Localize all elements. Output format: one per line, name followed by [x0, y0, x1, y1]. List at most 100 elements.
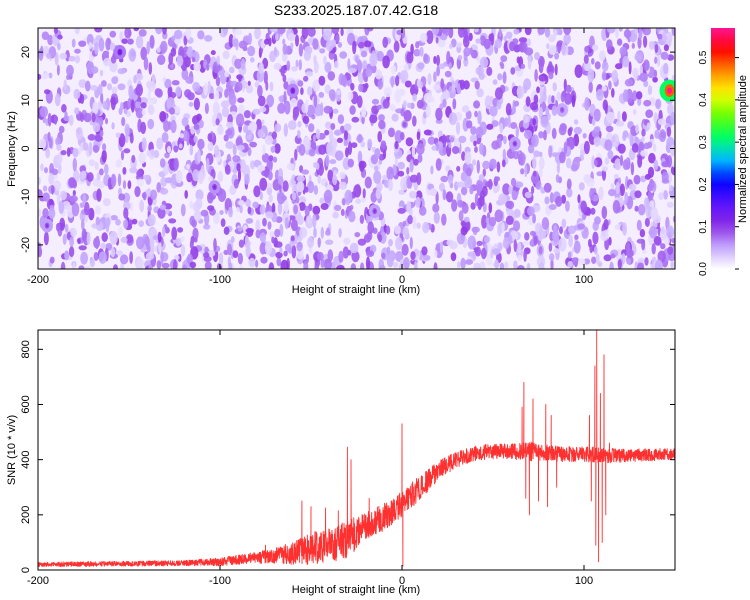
heatmap-cell — [554, 63, 558, 76]
colorbar-tick-label: 0.5 — [698, 50, 709, 64]
heatmap-cell — [124, 134, 129, 144]
heatmap-cell — [245, 198, 252, 207]
heatmap-cell — [255, 118, 262, 131]
heatmap-cell — [526, 38, 532, 46]
heatmap-cell — [286, 163, 295, 171]
heatmap-cell — [348, 67, 357, 74]
heatmap-cell — [323, 30, 332, 41]
heatmap-cell — [239, 204, 243, 214]
heatmap-cell — [593, 108, 601, 122]
heatmap-cell — [305, 71, 314, 77]
heatmap-cell — [175, 237, 182, 247]
heatmap-cell — [226, 121, 234, 128]
heatmap-cell — [647, 166, 655, 178]
heatmap-cell — [452, 98, 457, 110]
heatmap-cell — [474, 80, 480, 90]
heatmap-cell — [102, 100, 108, 110]
heatmap-cell — [463, 47, 472, 57]
heatmap-cell — [378, 114, 385, 122]
heatmap-cell — [413, 158, 419, 166]
heatmap-peak-center — [213, 185, 216, 189]
heatmap-cell — [296, 181, 305, 193]
heatmap-cell — [616, 38, 623, 46]
heatmap-cell — [644, 197, 650, 210]
heatmap-cell — [85, 80, 91, 92]
heatmap-cell — [450, 136, 455, 143]
heatmap-cell — [388, 178, 393, 192]
heatmap-cell — [573, 119, 579, 125]
heatmap-cell — [507, 114, 511, 128]
heatmap-cell — [413, 260, 418, 269]
heatmap-cell — [347, 91, 354, 101]
heatmap-cell — [271, 236, 275, 244]
heatmap-cell — [105, 218, 110, 233]
heatmap-cell — [110, 247, 116, 258]
heatmap-cell — [282, 180, 289, 192]
heatmap-cell — [606, 39, 613, 50]
heatmap-cell — [593, 126, 601, 133]
heatmap-cell — [394, 140, 399, 150]
heatmap-cell — [642, 28, 651, 36]
heatmap-cell — [123, 148, 131, 154]
heatmap-cell — [58, 125, 65, 134]
heatmap-cell — [225, 141, 234, 150]
heatmap-cell — [232, 155, 241, 163]
heatmap-cell — [458, 135, 467, 144]
heatmap-cell — [261, 119, 265, 125]
heatmap-cell — [482, 168, 486, 177]
heatmap-cell — [186, 163, 191, 170]
heatmap-cell — [100, 242, 107, 250]
heatmap-cell — [120, 150, 125, 161]
heatmap-cell — [207, 250, 216, 257]
heatmap-cell — [365, 68, 373, 77]
heatmap-cell — [153, 234, 158, 241]
heatmap-cell — [416, 222, 421, 229]
heatmap-cell — [327, 249, 334, 262]
heatmap-cell — [173, 145, 179, 153]
heatmap-cell — [433, 211, 440, 224]
heatmap-cell — [288, 120, 297, 130]
heatmap-cell — [482, 160, 490, 170]
heatmap-cell — [633, 109, 637, 115]
heatmap-cell — [80, 251, 88, 265]
heatmap-cell — [390, 65, 397, 75]
heatmap-cell — [548, 145, 553, 158]
heatmap-cell — [143, 174, 150, 181]
heatmap-cell — [364, 176, 372, 189]
heatmap-cell — [268, 155, 274, 162]
heatmap-cell — [262, 217, 267, 227]
heatmap-cell — [91, 112, 96, 123]
x-tick-label: 0 — [399, 575, 405, 587]
heatmap-cell — [457, 199, 464, 208]
heatmap-cell — [98, 37, 105, 52]
heatmap-cell — [99, 130, 104, 137]
heatmap-cell — [74, 28, 80, 35]
heatmap-cell — [91, 223, 98, 229]
heatmap-cell — [48, 173, 55, 185]
heatmap-cell — [270, 145, 276, 153]
heatmap-cell — [204, 102, 209, 115]
heatmap-cell — [608, 80, 612, 90]
heatmap-cell — [216, 55, 220, 65]
heatmap-cell — [615, 63, 623, 70]
heatmap-cell — [109, 231, 118, 245]
heatmap-cell — [666, 126, 672, 137]
heatmap-cell — [655, 98, 662, 110]
x-tick-label: 100 — [575, 575, 593, 587]
heatmap-cell — [561, 218, 567, 229]
heatmap-cell — [644, 217, 650, 227]
heatmap-cell — [391, 113, 399, 122]
x-tick-label: 100 — [575, 274, 593, 286]
heatmap-cell — [653, 236, 662, 246]
heatmap-cell — [214, 145, 220, 157]
heatmap-cell — [335, 150, 344, 161]
heatmap-cell — [124, 123, 130, 137]
heatmap-cell — [641, 239, 646, 251]
heatmap-cell — [466, 120, 473, 129]
heatmap-cell — [245, 84, 254, 94]
heatmap-cell — [631, 42, 635, 49]
heatmap-cell — [315, 162, 320, 170]
heatmap-cell — [485, 180, 493, 188]
heatmap-cell — [207, 80, 211, 93]
heatmap-cell — [277, 28, 286, 35]
